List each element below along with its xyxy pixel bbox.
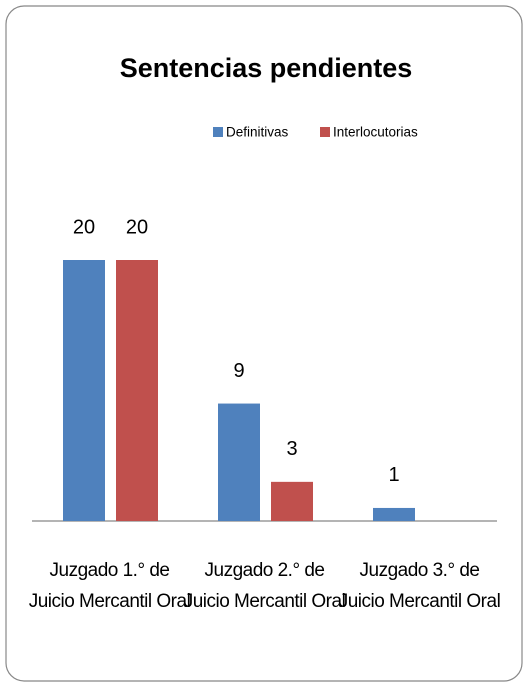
x-tick-label: Juzgado 3.° de Juicio Mercantil Oral: [338, 560, 501, 612]
x-tick-label: Juzgado 1.° de Juicio Mercantil Oral: [28, 560, 191, 612]
bar: [63, 260, 105, 521]
data-label: 1: [388, 464, 399, 486]
legend-label: Interlocutorias: [333, 125, 418, 140]
legend-swatch: [320, 127, 330, 137]
bar: [218, 403, 260, 521]
data-label: 20: [126, 216, 148, 238]
chart-title: Sentencias pendientes: [120, 53, 413, 83]
bar: [116, 260, 158, 521]
x-tick-label: Juzgado 2.° de Juicio Mercantil Oral: [183, 560, 346, 612]
data-label: 20: [73, 216, 95, 238]
bar: [271, 481, 313, 521]
legend-swatch: [213, 127, 223, 137]
legend-label: Definitivas: [226, 125, 289, 140]
bar: [373, 507, 415, 521]
data-label: 3: [286, 438, 297, 460]
data-label: 9: [233, 360, 244, 382]
